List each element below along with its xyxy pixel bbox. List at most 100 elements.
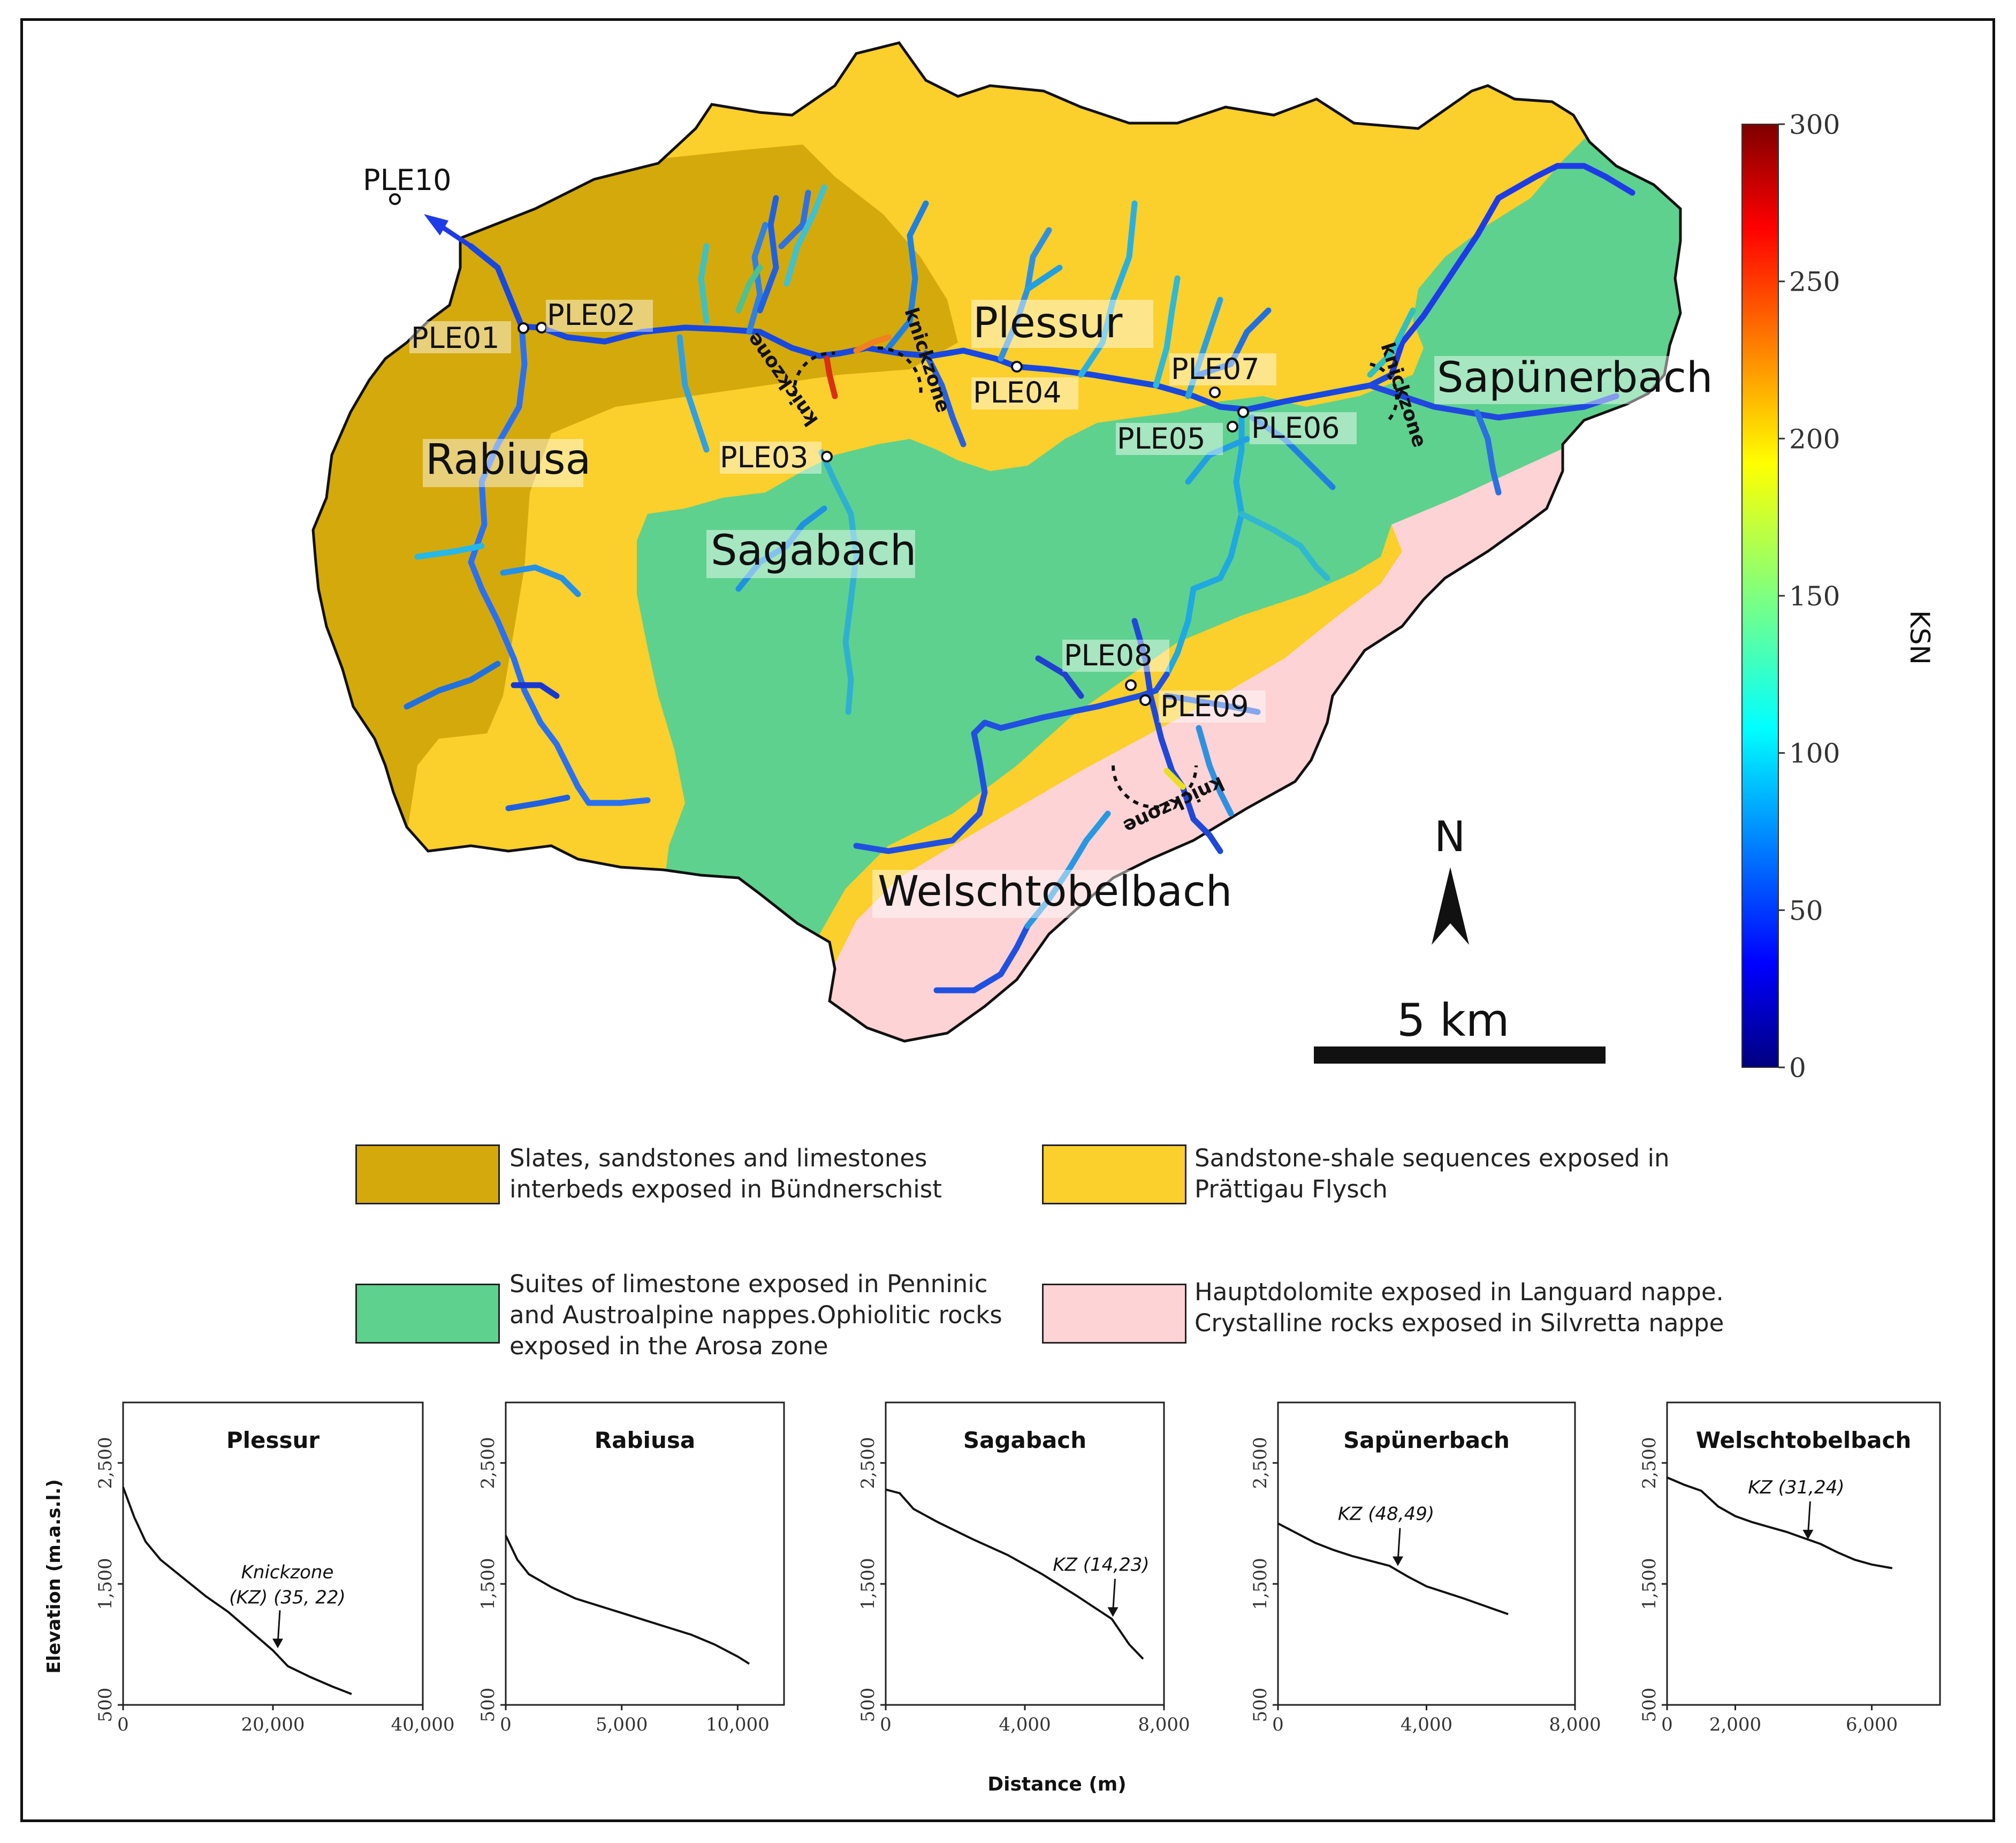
station-marker-ple04[interactable] — [1011, 361, 1023, 373]
river-labels: Rabiusa Sagabach Plessur Sapünerbach Wel… — [425, 299, 1713, 916]
knickzone-markers — [793, 346, 1398, 809]
legend-text-bundnerschist: Slates, sandstones and limestones interb… — [509, 1144, 942, 1203]
legend-text-penninic: Suites of limestone exposed in Penninic … — [509, 1270, 1002, 1360]
north-label: N — [1434, 813, 1465, 861]
river-welschtobelbach — [853, 671, 1170, 854]
river-welsch-trib5 — [1024, 810, 1111, 929]
outlet-arrow — [424, 214, 473, 248]
river-plessur-main — [468, 243, 1395, 413]
colorbar-tick-label-4: 200 — [1789, 423, 1840, 454]
station-marker-ple10[interactable] — [389, 193, 401, 205]
river-welsch-trib4 — [933, 923, 1031, 993]
river-trib-15 — [1196, 307, 1272, 378]
river-rabiusa-trib4 — [511, 682, 560, 699]
station-marker-ple06[interactable] — [1237, 406, 1249, 418]
colorbar-ticks: 0 50 100 150 200 250 300 — [1778, 109, 1840, 1083]
station-label-ple03: PLE03 — [720, 441, 808, 474]
river-welsch-trib2 — [1035, 655, 1084, 699]
river-sap-trib1 — [1474, 409, 1502, 496]
knickzone-arc-1 — [793, 351, 835, 397]
river-sap-trib2 — [1367, 307, 1416, 378]
river-welsch-trib3 — [1163, 693, 1261, 715]
station-label-ple08: PLE08 — [1064, 639, 1152, 672]
station-label-ple04: PLE04 — [973, 376, 1061, 409]
colorbar-tick-label-5: 250 — [1789, 267, 1840, 298]
river-welsch-knick — [1163, 768, 1186, 790]
station-marker-ple07[interactable] — [1209, 386, 1221, 398]
legend-text-silvretta: Hauptdolomite exposed in Languard nappe.… — [1195, 1278, 1724, 1337]
river-trib-16 — [1238, 511, 1330, 581]
colorbar-tick-label-0: 0 — [1789, 1052, 1806, 1083]
river-trib-7 — [676, 334, 710, 453]
river-trib-12 — [1078, 200, 1138, 378]
station-marker-ple05[interactable] — [1227, 421, 1238, 433]
legend-text-flysch: Sandstone-shale sequences exposed in Prä… — [1195, 1144, 1670, 1203]
river-trib-4 — [735, 264, 763, 314]
river-trib-8 — [885, 200, 929, 351]
river-label-rabiusa: Rabiusa — [425, 436, 591, 484]
river-network — [404, 163, 1635, 993]
north-arrow-icon — [1432, 867, 1469, 945]
basin-outline — [311, 41, 1682, 1043]
river-trib-18 — [1185, 436, 1250, 485]
river-trib-14 — [1185, 297, 1223, 399]
station-label-ple06: PLE06 — [1251, 411, 1340, 445]
river-rabiusa-trib3 — [404, 661, 501, 710]
river-label-sagabach: Sagabach — [711, 527, 916, 575]
geology-units — [313, 43, 1680, 1041]
scale-bar-rect — [1314, 1046, 1606, 1064]
river-trib-1 — [698, 243, 710, 324]
river-trib-17 — [1249, 414, 1336, 490]
station-marker-ple03[interactable] — [821, 451, 833, 462]
ksn-colorbar: 0 50 100 150 200 250 300 KSN — [1741, 109, 1935, 1083]
penninic-islet — [883, 460, 958, 567]
scale-bar: 5 km — [1314, 994, 1606, 1064]
station-label-ple07: PLE07 — [1171, 352, 1259, 386]
river-plessur-knick2 — [853, 334, 892, 354]
colorbar-tick-label-2: 100 — [1789, 738, 1840, 769]
bundnerschist-unit — [313, 145, 958, 910]
river-sapunerbach — [1367, 382, 1619, 421]
river-sagabach — [818, 449, 859, 715]
legend-swatch-silvretta — [1042, 1284, 1186, 1344]
river-ple05-south — [1163, 409, 1245, 678]
station-label-ple10: PLE10 — [363, 163, 451, 197]
river-rabiusa-trib5 — [505, 794, 570, 811]
river-trib-11 — [1024, 264, 1063, 292]
knickzone-arc-3 — [1370, 362, 1398, 424]
river-label-halos — [423, 300, 1691, 918]
station-label-ple05: PLE05 — [1117, 422, 1205, 456]
knickzone-arc-4 — [1112, 765, 1198, 809]
river-label-welschtobelbach: Welschtobelbach — [878, 868, 1232, 916]
river-label-sapunerbach: Sapünerbach — [1437, 354, 1713, 402]
geology-map: knickzone knickzone knickzone knickzone … — [311, 41, 1935, 1083]
penninic-unit — [637, 134, 1680, 964]
colorbar-tick-label-6: 300 — [1789, 109, 1840, 140]
river-welsch-trib6 — [1196, 725, 1234, 817]
colorbar-gradient — [1741, 124, 1779, 1068]
station-marker-ple08[interactable] — [1125, 679, 1137, 691]
river-trib-9 — [923, 350, 967, 448]
north-arrow: N — [1432, 813, 1469, 945]
station-markers — [389, 193, 1249, 706]
station-marker-ple01[interactable] — [518, 322, 529, 334]
river-rabiusa — [468, 323, 651, 806]
knickzone-arc-2 — [877, 346, 923, 397]
colorbar-tick-label-3: 150 — [1789, 581, 1840, 612]
station-label-ple09: PLE09 — [1160, 689, 1249, 723]
river-label-plessur: Plessur — [973, 299, 1123, 347]
station-label-halos — [409, 300, 1357, 723]
station-labels: PLE10 PLE01 PLE02 PLE03 PLE04 PLE05 PLE0… — [363, 163, 1340, 723]
station-marker-ple09[interactable] — [1139, 694, 1151, 706]
legend-swatch-penninic — [355, 1284, 500, 1344]
colorbar-tick-label-1: 50 — [1789, 895, 1823, 926]
river-trib-5 — [778, 189, 811, 249]
river-rabiusa-trib2 — [500, 564, 581, 597]
legend-swatch-flysch — [1042, 1144, 1186, 1204]
station-label-ple02: PLE02 — [547, 298, 635, 332]
scale-label: 5 km — [1397, 994, 1510, 1046]
colorbar-title: KSN — [1904, 610, 1935, 665]
station-marker-ple02[interactable] — [536, 322, 547, 333]
station-label-ple01: PLE01 — [411, 321, 499, 355]
river-rabiusa-trib1 — [414, 543, 485, 560]
